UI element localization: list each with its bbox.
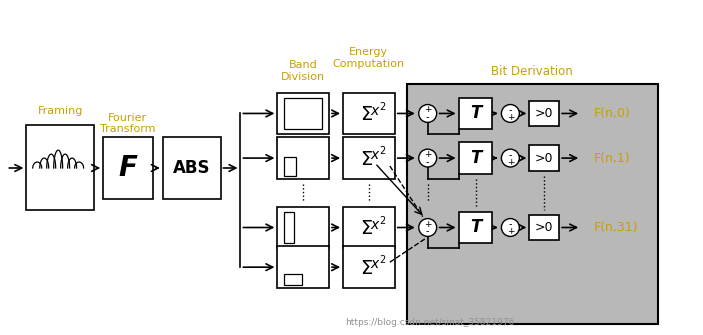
Text: Energy
Computation: Energy Computation — [333, 47, 405, 69]
Text: F: F — [118, 154, 137, 182]
Text: >0: >0 — [535, 151, 553, 164]
Bar — [529, 145, 559, 171]
Bar — [284, 97, 322, 129]
Bar — [343, 137, 395, 179]
Circle shape — [419, 218, 437, 237]
Text: $x^2$: $x^2$ — [370, 214, 386, 233]
Text: T: T — [470, 105, 481, 123]
Text: >0: >0 — [535, 221, 553, 234]
Bar — [277, 207, 329, 248]
Text: -: - — [508, 150, 512, 159]
Text: https://blog.csdn.net/sinat_35821976: https://blog.csdn.net/sinat_35821976 — [345, 318, 515, 327]
Bar — [163, 137, 221, 199]
Text: -: - — [508, 219, 512, 229]
Circle shape — [501, 218, 520, 237]
Circle shape — [501, 105, 520, 122]
Bar — [458, 97, 492, 129]
Text: T: T — [470, 149, 481, 167]
Text: +: + — [424, 106, 432, 115]
Text: Framing: Framing — [37, 107, 83, 117]
Bar — [284, 157, 296, 176]
Bar — [529, 100, 559, 126]
Text: +: + — [424, 219, 432, 228]
Text: $x^2$: $x^2$ — [370, 100, 386, 119]
Text: $\Sigma$: $\Sigma$ — [361, 149, 373, 169]
Text: Fourier
Transform: Fourier Transform — [100, 113, 155, 134]
Bar — [26, 125, 94, 210]
Circle shape — [419, 105, 437, 122]
Text: F(n,1): F(n,1) — [594, 151, 631, 164]
Circle shape — [501, 149, 520, 167]
Bar — [407, 84, 658, 324]
Text: -: - — [426, 226, 430, 237]
Text: $\Sigma$: $\Sigma$ — [361, 105, 373, 124]
Bar — [284, 274, 302, 285]
Text: Band
Division: Band Division — [281, 60, 325, 82]
Bar — [284, 212, 295, 243]
Circle shape — [419, 149, 437, 167]
Text: -: - — [426, 113, 430, 122]
Text: F(n,0): F(n,0) — [594, 107, 631, 120]
Text: +: + — [424, 150, 432, 159]
Text: $x^2$: $x^2$ — [370, 145, 386, 163]
Text: T: T — [470, 218, 481, 237]
Bar — [458, 142, 492, 174]
Text: $\Sigma$: $\Sigma$ — [361, 219, 373, 238]
Text: -: - — [508, 105, 512, 115]
Bar — [343, 92, 395, 134]
Text: +: + — [507, 157, 514, 166]
Text: -: - — [426, 157, 430, 167]
Bar — [277, 246, 329, 288]
Bar — [529, 215, 559, 241]
Text: +: + — [507, 113, 514, 122]
Text: Bit Derivation: Bit Derivation — [491, 65, 573, 78]
Bar — [277, 137, 329, 179]
Text: F(n,31): F(n,31) — [594, 221, 638, 234]
Bar — [458, 212, 492, 243]
Text: +: + — [507, 227, 514, 236]
Bar — [343, 246, 395, 288]
Bar — [103, 137, 153, 199]
Text: >0: >0 — [535, 107, 553, 120]
Text: ABS: ABS — [173, 159, 210, 177]
Text: $\Sigma$: $\Sigma$ — [361, 259, 373, 278]
Text: $x^2$: $x^2$ — [370, 254, 386, 272]
Bar — [343, 207, 395, 248]
Bar — [277, 92, 329, 134]
